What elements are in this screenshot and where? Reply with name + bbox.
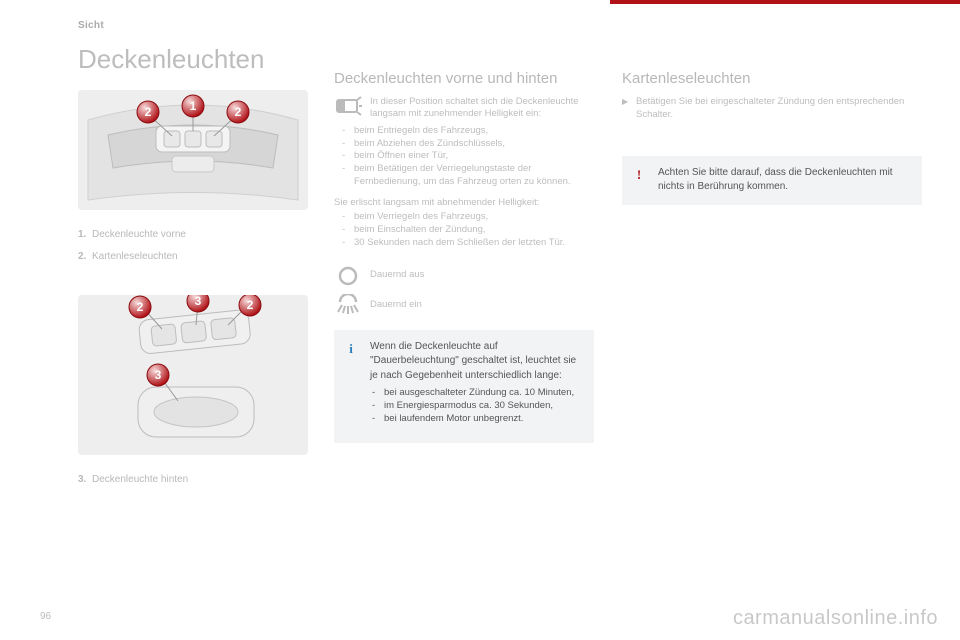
page: Sicht Deckenleuchten (0, 0, 960, 640)
page-number: 96 (40, 611, 51, 622)
list-item: beim Entriegeln des Fahrzeugs, (354, 125, 594, 138)
svg-text:3: 3 (195, 295, 202, 308)
reading-light-instruction: Betätigen Sie bei eingeschalteter Zündun… (622, 96, 922, 122)
list-item: beim Betätigen der Verriegelungstaste de… (354, 163, 594, 189)
list-item: bei laufendem Motor unbegrenzt. (384, 413, 586, 426)
callout-1: 1 (190, 99, 197, 113)
svg-text:2: 2 (137, 300, 144, 314)
figure-rear-ceiling-light: 2 3 2 3 (78, 295, 308, 455)
mode-on-label: Dauernd ein (370, 299, 422, 311)
info-note: i Wenn die Deckenleuchte auf "Dauerbeleu… (334, 330, 594, 444)
list-item: 30 Sekunden nach dem Schließen der letzt… (354, 237, 594, 250)
warning-note: ! Achten Sie bitte darauf, dass die Deck… (622, 156, 922, 205)
callout-2b: 2 (235, 105, 242, 119)
mode-off-row: Dauernd aus (334, 264, 594, 288)
column-description: Deckenleuchten vorne und hinten In diese… (334, 70, 594, 443)
door-light-icon (334, 96, 362, 118)
column-illustrations: 2 1 2 1.Deckenleuchte vorne 2.Kartenlese… (78, 90, 308, 496)
list-item: beim Verriegeln des Fahrzeugs, (354, 211, 594, 224)
section-label: Sicht (78, 20, 104, 31)
mode-auto-row: In dieser Position schaltet sich die Dec… (334, 96, 594, 121)
header-accent-bar (610, 0, 960, 4)
list-item: beim Öffnen einer Tür, (354, 150, 594, 163)
auto-off-list: beim Verriegeln des Fahrzeugs, beim Eins… (342, 211, 594, 249)
topbar (0, 0, 960, 18)
auto-on-list: beim Entriegeln des Fahrzeugs, beim Abzi… (342, 125, 594, 189)
circle-off-icon (334, 264, 362, 288)
subheading-front-rear: Deckenleuchten vorne und hinten (334, 70, 594, 88)
svg-text:2: 2 (247, 298, 254, 312)
exclaim-icon: ! (630, 166, 648, 184)
figure2-caption: 3.Deckenleuchte hinten (78, 463, 308, 496)
mode-off-label: Dauernd aus (370, 269, 424, 281)
lamp-on-icon (334, 294, 362, 318)
info-note-lead: Wenn die Deckenleuchte auf "Dauerbeleuch… (370, 340, 586, 384)
fade-intro: Sie erlischt langsam mit abnehmender Hel… (334, 197, 594, 209)
info-icon: i (342, 340, 360, 358)
list-item: im Energiesparmodus ca. 30 Sekunden, (384, 400, 586, 413)
page-title: Deckenleuchten (78, 44, 264, 75)
list-item: beim Abziehen des Zündschlüssels, (354, 138, 594, 151)
warning-note-text: Achten Sie bitte darauf, dass die Decken… (658, 166, 914, 195)
svg-text:3: 3 (155, 368, 162, 382)
watermark: carmanualsonline.info (733, 607, 938, 630)
callout-2a: 2 (145, 105, 152, 119)
column-reading-lights: Kartenleseleuchten Betätigen Sie bei ein… (622, 70, 922, 205)
list-item: beim Einschalten der Zündung, (354, 224, 594, 237)
mode-auto-text: In dieser Position schaltet sich die Dec… (370, 96, 594, 121)
mode-on-row: Dauernd ein (334, 294, 594, 318)
list-item: bei ausgeschalteter Zündung ca. 10 Minut… (384, 387, 586, 400)
subheading-reading-lights: Kartenleseleuchten (622, 70, 922, 88)
figure-front-ceiling-light: 2 1 2 (78, 90, 308, 210)
figure1-caption: 1.Deckenleuchte vorne 2.Kartenleseleucht… (78, 218, 308, 273)
